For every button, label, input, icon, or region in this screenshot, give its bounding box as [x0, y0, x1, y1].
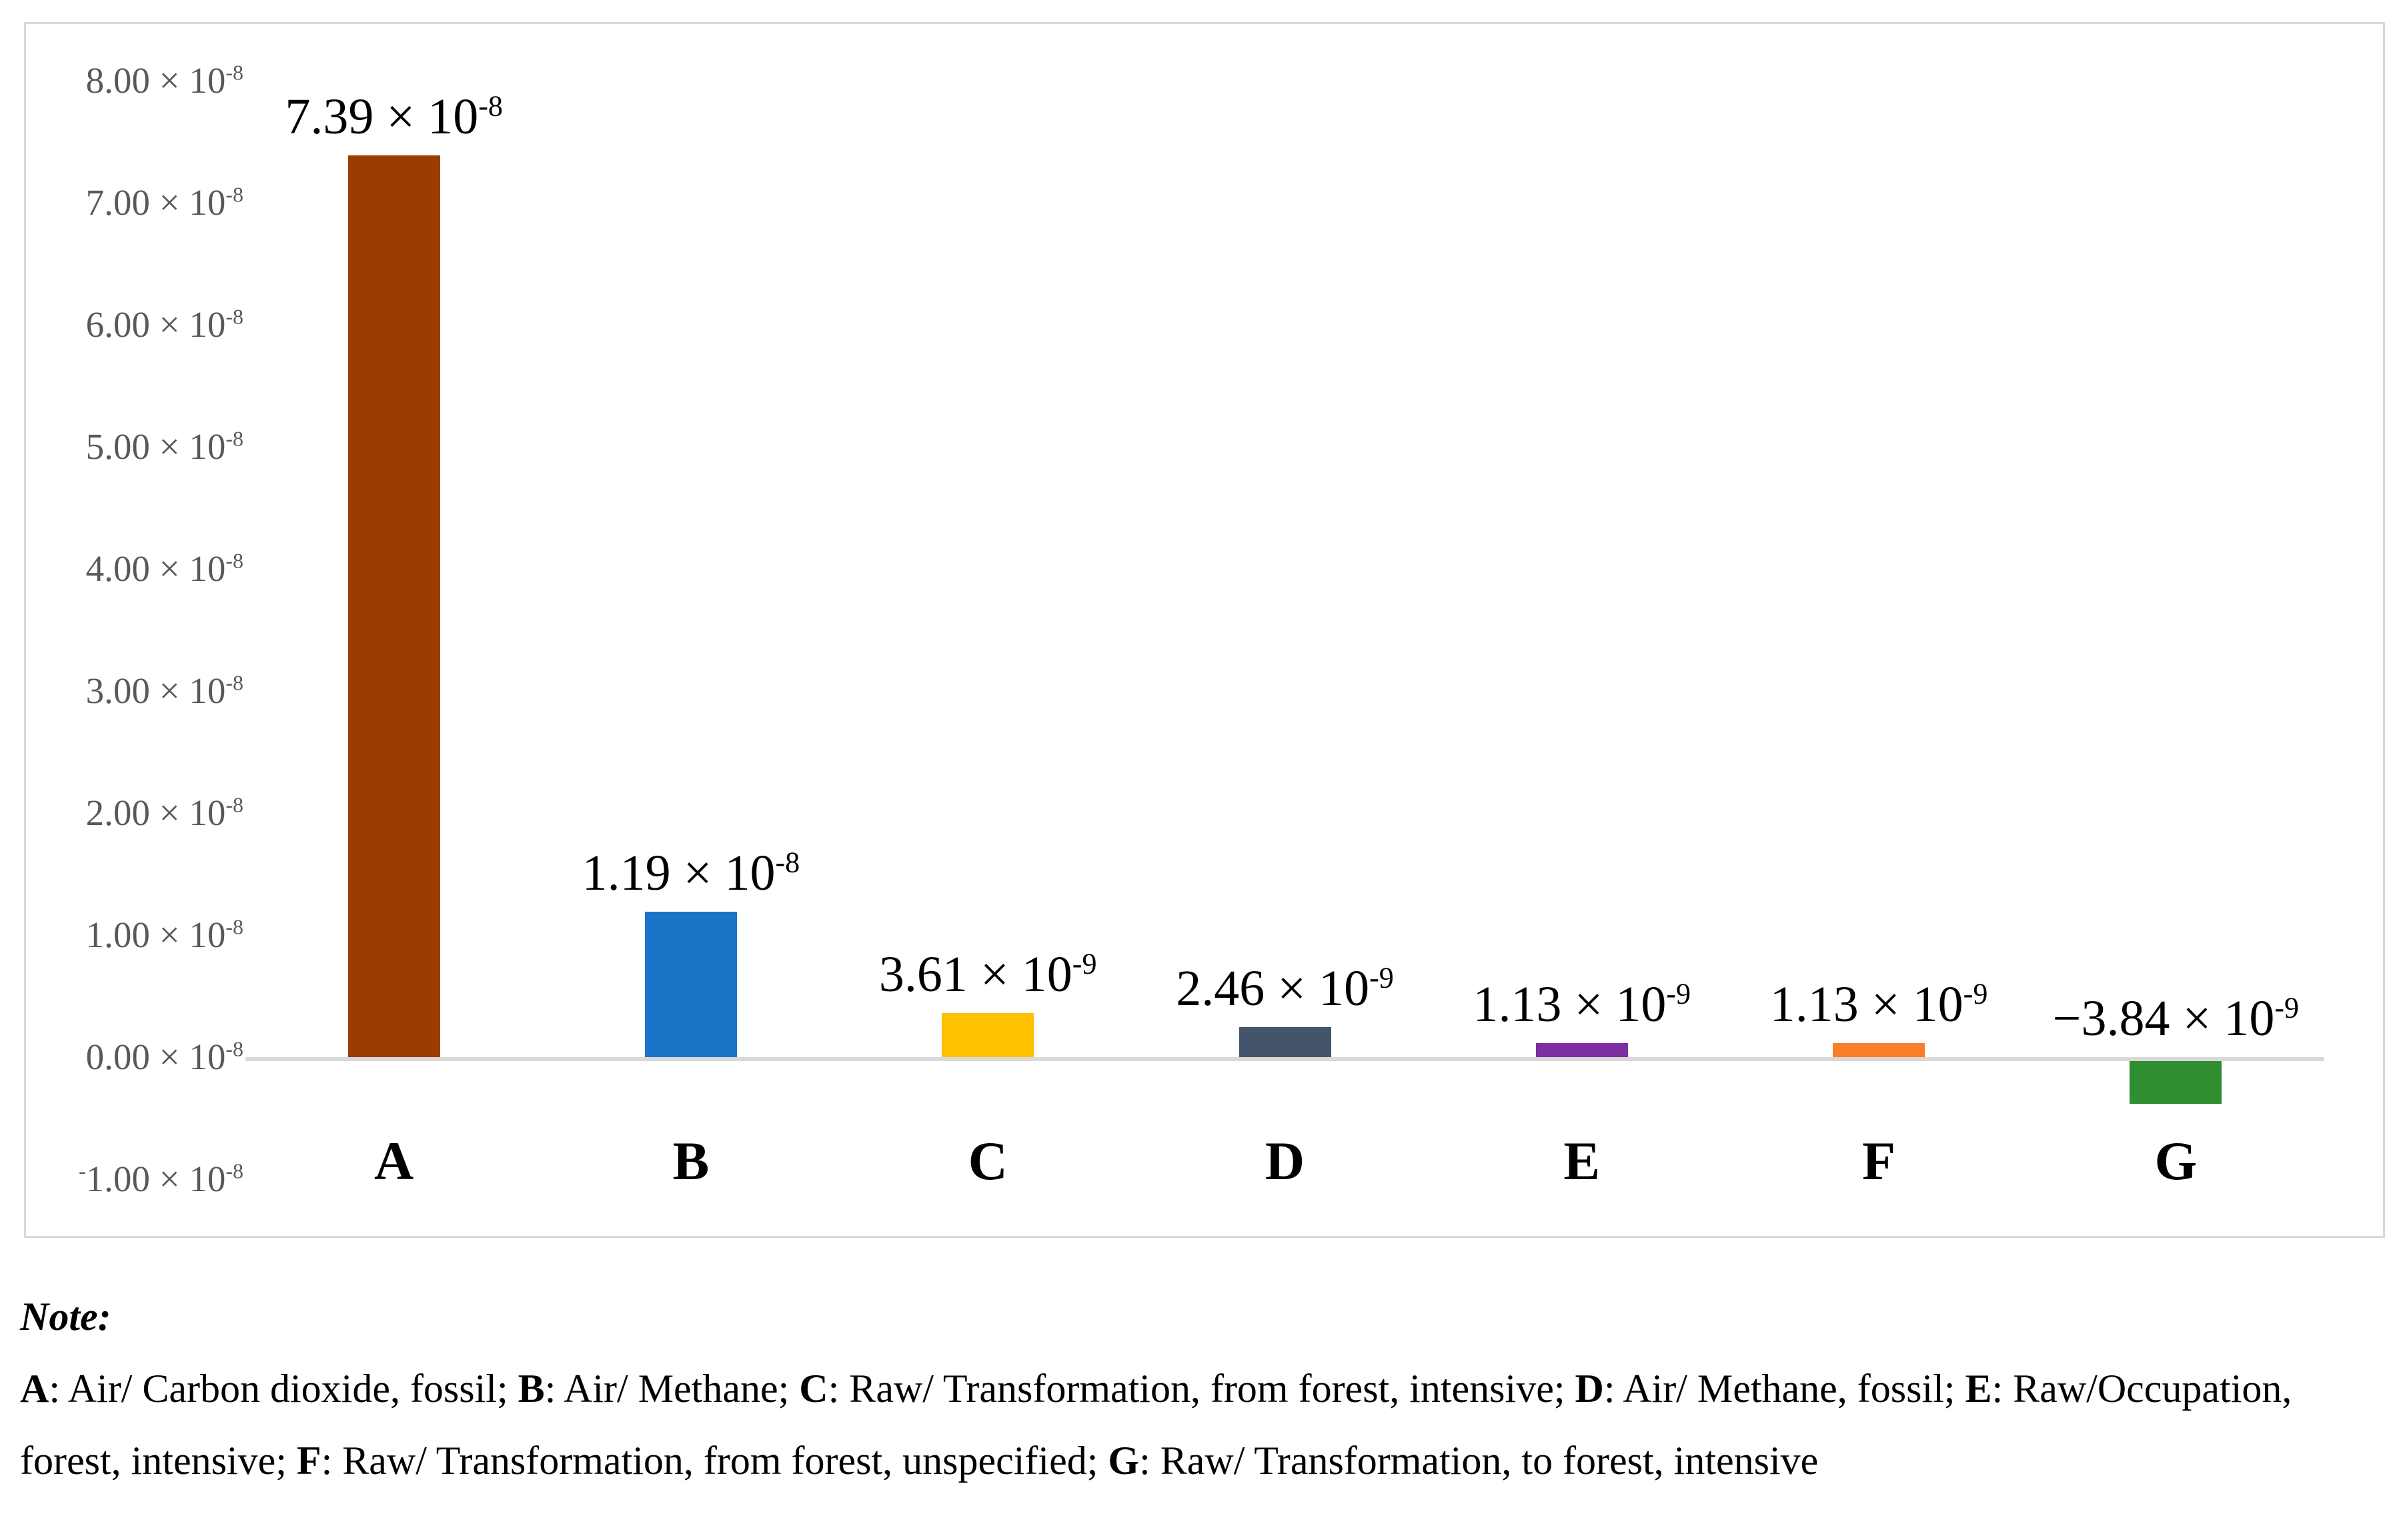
- x-category-label-F: F: [1862, 1130, 1896, 1191]
- y-tick-label-1: 7.00 × 10-8: [85, 182, 243, 223]
- note-title: Note:: [20, 1295, 111, 1339]
- x-category-label-B: B: [672, 1130, 710, 1191]
- y-tick-label-4: 4.00 × 10-8: [85, 548, 243, 589]
- data-label-D: 2.46 × 10-9: [1176, 960, 1394, 1016]
- bar-A: [347, 155, 440, 1057]
- data-label-F: 1.13 × 10-9: [1769, 976, 1988, 1033]
- bar-C: [942, 1012, 1034, 1057]
- y-tick-label-3: 5.00 × 10-8: [85, 426, 243, 467]
- y-tick-label-9: -1.00 × 10-8: [79, 1159, 243, 1199]
- x-category-label-D: D: [1265, 1130, 1305, 1191]
- x-category-label-C: C: [968, 1130, 1008, 1191]
- bar-D: [1239, 1026, 1331, 1057]
- data-label-B: 1.19 × 10-8: [582, 845, 800, 902]
- y-tick-label-2: 6.00 × 10-8: [85, 304, 243, 345]
- bar-F: [1833, 1043, 1925, 1057]
- x-category-label-E: E: [1563, 1130, 1601, 1191]
- x-axis-line: [245, 1057, 2324, 1061]
- y-tick-label-8: 0.00 × 10-8: [85, 1036, 243, 1077]
- bar-G: [2130, 1059, 2222, 1104]
- data-label-E: 1.13 × 10-9: [1473, 976, 1691, 1033]
- data-label-A: 7.39 × 10-8: [285, 88, 503, 145]
- data-label-C: 3.61 × 10-9: [878, 946, 1097, 1002]
- y-tick-label-5: 3.00 × 10-8: [85, 670, 243, 711]
- y-tick-label-7: 1.00 × 10-8: [85, 914, 243, 955]
- note-body: A: Air/ Carbon dioxide, fossil; B: Air/ …: [20, 1367, 2292, 1483]
- y-tick-label-0: 8.00 × 10-8: [85, 60, 243, 101]
- data-label-G: −3.84 × 10-9: [2052, 990, 2300, 1046]
- x-category-label-G: G: [2154, 1130, 2198, 1191]
- x-category-label-A: A: [374, 1130, 414, 1191]
- bar-B: [644, 912, 737, 1057]
- bar-E: [1535, 1043, 1628, 1057]
- y-tick-label-6: 2.00 × 10-8: [85, 792, 243, 833]
